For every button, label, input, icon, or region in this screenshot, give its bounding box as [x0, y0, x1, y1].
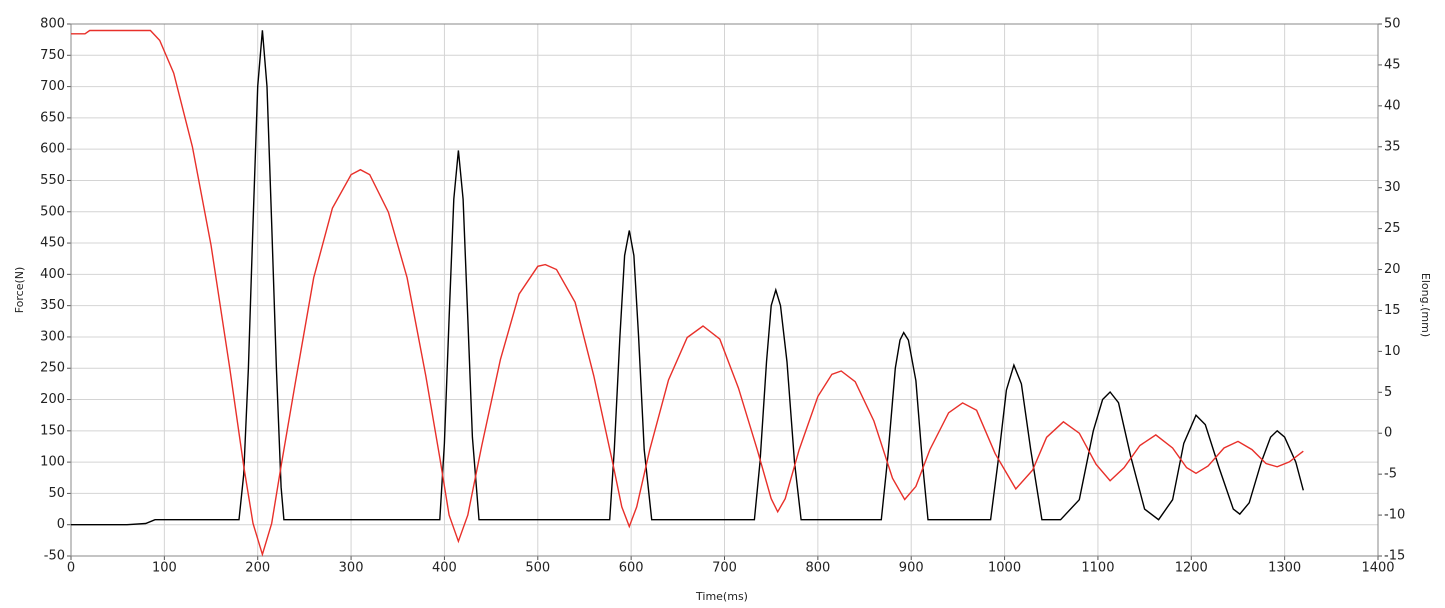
x-tick-label: 900	[899, 561, 924, 576]
y-tick-label: 250	[40, 361, 65, 376]
x-tick-label: 600	[619, 561, 644, 576]
y-tick-label: 350	[40, 298, 65, 313]
y2-tick-label: 40	[1384, 98, 1401, 113]
y-tick-label: -50	[44, 549, 65, 564]
x-axis-title: Time(ms)	[695, 590, 748, 603]
y-tick-label: 0	[57, 517, 65, 532]
y-tick-label: 500	[40, 204, 65, 219]
y-tick-label: 100	[40, 455, 65, 470]
plot-frame	[70, 23, 1379, 557]
x-tick-label: 1000	[988, 561, 1021, 576]
x-tick-label: 400	[432, 561, 457, 576]
y2-tick-label: 35	[1384, 139, 1401, 154]
x-tick-label: 1200	[1175, 561, 1208, 576]
y-tick-label: 300	[40, 329, 65, 344]
y2-tick-label: 20	[1384, 262, 1401, 277]
x-tick-label: 300	[339, 561, 364, 576]
y2-axis-title: Elong.(mm)	[1419, 273, 1432, 337]
data-line	[71, 30, 1304, 526]
x-tick-label: 0	[67, 561, 75, 576]
data-line	[71, 29, 1304, 557]
y-tick-label: 200	[40, 392, 65, 407]
y2-tick-label: 0	[1384, 426, 1392, 441]
y2-tick-label: -5	[1384, 467, 1397, 482]
x-tick-label: 1400	[1361, 561, 1394, 576]
x-tick-label: 1300	[1268, 561, 1301, 576]
x-tick-label: 1100	[1081, 561, 1114, 576]
y-tick-label: 150	[40, 423, 65, 438]
y-tick-label: 550	[40, 173, 65, 188]
y-axis-title: Force(N)	[13, 267, 26, 314]
y-tick-label: 750	[40, 48, 65, 63]
y-tick-label: 400	[40, 267, 65, 282]
y2-tick-label: 10	[1384, 344, 1401, 359]
x-tick-label: 700	[712, 561, 737, 576]
y2-tick-label: 15	[1384, 303, 1401, 318]
y2-tick-label: 45	[1384, 57, 1401, 72]
y2-tick-label: 25	[1384, 221, 1401, 236]
x-tick-label: 200	[245, 561, 270, 576]
y2-tick-label: -10	[1384, 508, 1405, 523]
y2-tick-label: 30	[1384, 180, 1401, 195]
y-tick-label: 700	[40, 79, 65, 94]
y2-tick-label: -15	[1384, 549, 1405, 564]
x-tick-label: 800	[805, 561, 830, 576]
y-tick-label: 450	[40, 236, 65, 251]
y-tick-label: 650	[40, 110, 65, 125]
x-tick-label: 100	[152, 561, 177, 576]
y2-tick-label: 5	[1384, 385, 1392, 400]
y2-tick-label: 50	[1384, 17, 1401, 32]
x-tick-label: 500	[525, 561, 550, 576]
y-tick-label: 50	[48, 486, 65, 501]
y-tick-label: 600	[40, 142, 65, 157]
y-tick-label: 800	[40, 17, 65, 32]
